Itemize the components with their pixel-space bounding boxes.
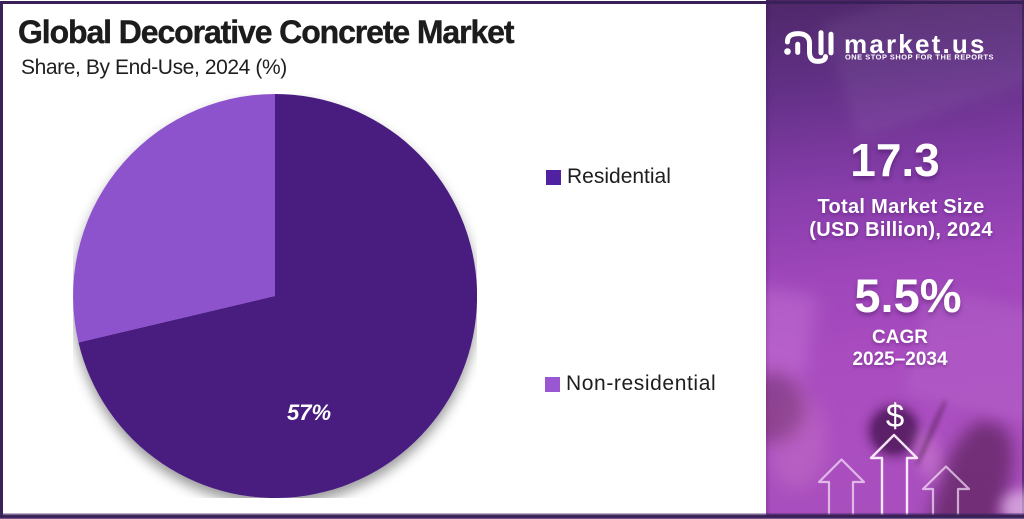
svg-text:market.us: market.us bbox=[844, 29, 987, 59]
svg-text:ONE STOP SHOP FOR THE REPORTS: ONE STOP SHOP FOR THE REPORTS bbox=[845, 53, 994, 62]
